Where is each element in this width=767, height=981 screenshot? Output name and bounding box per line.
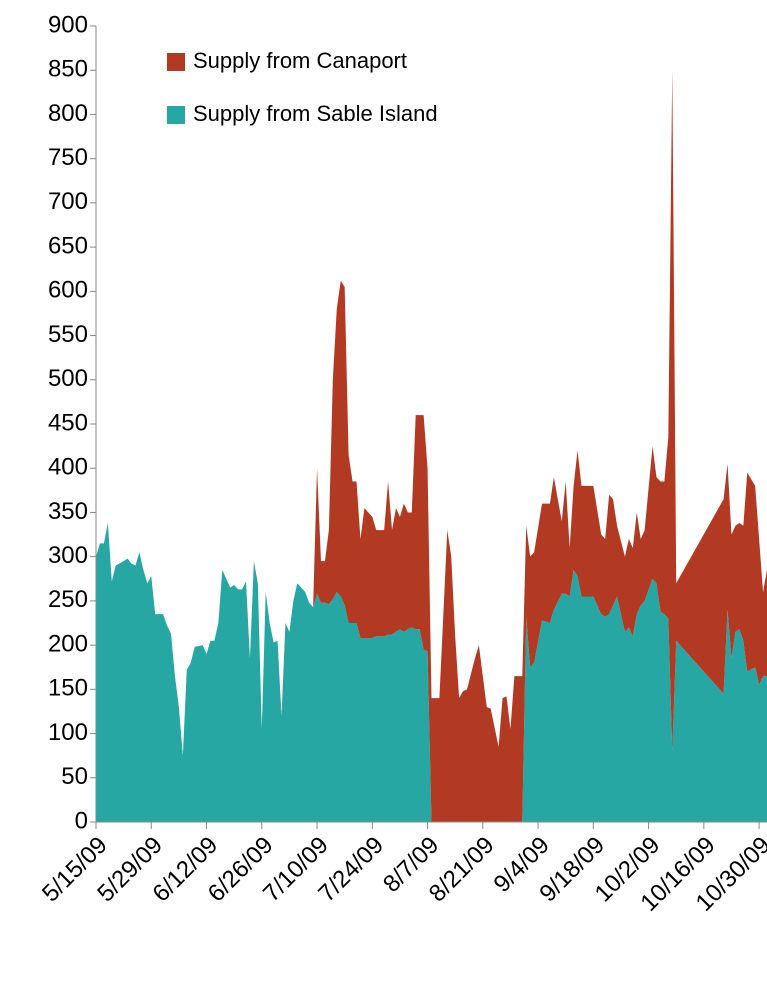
y-tick-label: 600 bbox=[48, 277, 88, 304]
legend-swatch bbox=[167, 106, 185, 124]
legend-swatch bbox=[167, 53, 185, 71]
y-tick-label: 700 bbox=[48, 188, 88, 215]
y-tick-label: 800 bbox=[48, 100, 88, 127]
area bbox=[96, 523, 767, 822]
y-tick-label: 450 bbox=[48, 409, 88, 436]
y-tick-label: 650 bbox=[48, 232, 88, 259]
y-tick-label: 0 bbox=[75, 807, 88, 834]
y-tick-label: 500 bbox=[48, 365, 88, 392]
y-tick-label: 150 bbox=[48, 675, 88, 702]
y-tick-label: 900 bbox=[48, 11, 88, 38]
y-tick-label: 550 bbox=[48, 321, 88, 348]
y-tick-label: 850 bbox=[48, 56, 88, 83]
y-tick-label: 750 bbox=[48, 144, 88, 171]
legend-label: Supply from Sable Island bbox=[193, 101, 438, 126]
y-tick-label: 300 bbox=[48, 542, 88, 569]
legend-label: Supply from Canaport bbox=[193, 48, 407, 73]
y-tick-label: 400 bbox=[48, 454, 88, 481]
y-tick-label: 350 bbox=[48, 498, 88, 525]
y-tick-label: 250 bbox=[48, 586, 88, 613]
y-tick-label: 200 bbox=[48, 630, 88, 657]
y-tick-label: 50 bbox=[61, 763, 88, 790]
y-tick-label: 100 bbox=[48, 719, 88, 746]
